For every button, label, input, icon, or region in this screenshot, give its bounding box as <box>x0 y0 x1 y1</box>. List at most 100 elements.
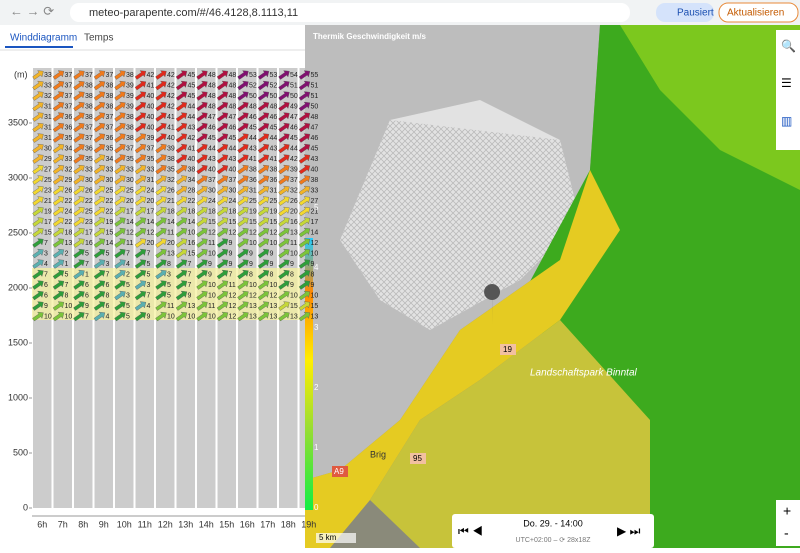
wind-speed: 37 <box>208 177 216 184</box>
wind-speed: 3 <box>167 271 171 278</box>
wind-speed: 29 <box>65 177 73 184</box>
chart-button[interactable]: ▥ <box>781 114 792 128</box>
wind-speed: 26 <box>290 198 298 205</box>
wind-speed: 11 <box>208 240 215 247</box>
next-day[interactable]: ▶ ⏭ <box>617 524 641 538</box>
wind-speed: 21 <box>44 198 52 205</box>
wind-speed: 51 <box>311 93 319 100</box>
wind-arrow <box>114 175 126 185</box>
wind-speed: 47 <box>290 114 298 121</box>
wind-speed: 44 <box>188 114 196 121</box>
wind-arrow <box>155 206 167 217</box>
wind-arrow <box>134 70 147 80</box>
search-button[interactable]: 🔍 <box>781 38 796 53</box>
wind-arrow <box>237 133 249 143</box>
wind-speed: 1 <box>85 271 89 278</box>
wind-arrow <box>134 133 147 143</box>
wind-speed: 46 <box>208 124 216 131</box>
paused-button[interactable] <box>656 3 714 22</box>
zoom-in[interactable]: + <box>783 503 791 519</box>
wind-speed: 38 <box>311 177 319 184</box>
prev-day[interactable]: ⏮ ◀ <box>458 524 483 538</box>
wind-arrow <box>134 175 147 185</box>
wind-speed: 13 <box>311 313 319 320</box>
wind-arrow <box>52 164 65 175</box>
wind-speed: 4 <box>106 313 110 320</box>
wind-arrow <box>155 259 167 269</box>
update-button[interactable] <box>718 2 799 23</box>
location-pin[interactable] <box>484 284 501 325</box>
wind-speed: 10 <box>290 250 298 257</box>
wind-speed: 7 <box>229 271 233 278</box>
wind-arrow <box>73 91 85 101</box>
wind-speed: 48 <box>249 103 257 110</box>
wind-arrow <box>257 280 270 290</box>
tab[interactable]: Temps <box>84 33 113 44</box>
wind-arrow <box>134 206 147 217</box>
wind-arrow <box>32 269 44 280</box>
wind-speed: 8 <box>167 261 171 268</box>
wind-speed: 42 <box>167 103 175 110</box>
wind-arrow <box>73 290 85 301</box>
wind-speed: 46 <box>229 124 237 131</box>
wind-arrow <box>73 143 85 154</box>
x-tick-label: 17h <box>260 519 275 529</box>
wind-speed: 9 <box>147 313 151 320</box>
wind-arrow <box>298 311 311 322</box>
wind-speed: 38 <box>249 166 257 173</box>
wind-arrow <box>196 112 208 122</box>
wind-arrow <box>134 143 147 154</box>
wind-arrow <box>196 311 208 322</box>
wind-arrow <box>216 80 229 91</box>
wind-arrow <box>175 311 188 322</box>
wind-speed: 39 <box>167 145 175 152</box>
wind-speed: 16 <box>188 240 196 247</box>
wind-speed: 50 <box>290 93 298 100</box>
wind-speed: 12 <box>311 240 319 247</box>
wind-arrow <box>32 164 44 175</box>
wind-arrow <box>216 227 229 238</box>
wind-speed: 31 <box>44 135 52 142</box>
x-tick-label: 10h <box>117 519 132 529</box>
wind-arrow <box>216 122 229 133</box>
wind-arrow <box>52 70 65 80</box>
wind-arrow <box>32 217 44 227</box>
wind-arrow <box>155 122 167 133</box>
wind-arrow <box>32 259 44 269</box>
wind-arrow <box>298 133 311 143</box>
address-bar[interactable] <box>70 3 630 22</box>
wind-speed: 7 <box>147 292 151 299</box>
wind-speed: 46 <box>270 114 278 121</box>
wind-speed: 38 <box>85 93 93 100</box>
settings-button[interactable]: ☰ <box>781 76 792 90</box>
wind-arrow <box>52 185 65 196</box>
road-label: 95 <box>413 454 422 463</box>
wind-arrow <box>278 238 290 248</box>
wind-speed: 31 <box>270 187 278 194</box>
zoom-out[interactable]: - <box>784 525 789 541</box>
wind-arrow <box>93 311 106 322</box>
back[interactable]: ← → ⟳ <box>10 3 54 18</box>
wind-speed: 44 <box>270 135 278 142</box>
wind-arrow <box>73 217 85 227</box>
wind-speed: 30 <box>229 187 237 194</box>
road-badge <box>410 453 426 464</box>
wind-speed: 25 <box>126 187 134 194</box>
wind-arrow <box>216 196 229 206</box>
wind-speed: 18 <box>229 208 237 215</box>
tab[interactable]: Winddiagramm <box>10 33 77 44</box>
wind-arrow <box>278 112 290 122</box>
wind-arrow <box>196 164 208 175</box>
wind-speed: 42 <box>167 72 175 79</box>
wind-arrow <box>32 133 44 143</box>
wind-arrow <box>196 175 208 185</box>
wind-arrow <box>278 259 290 269</box>
wind-speed: 3 <box>126 292 130 299</box>
wind-arrow <box>155 196 167 206</box>
wind-speed: 37 <box>229 177 237 184</box>
wind-speed: 18 <box>65 229 73 236</box>
wind-speed: 12 <box>270 292 278 299</box>
wind-arrow <box>73 227 85 238</box>
wind-arrow <box>155 112 167 122</box>
road-label: 19 <box>503 345 512 354</box>
